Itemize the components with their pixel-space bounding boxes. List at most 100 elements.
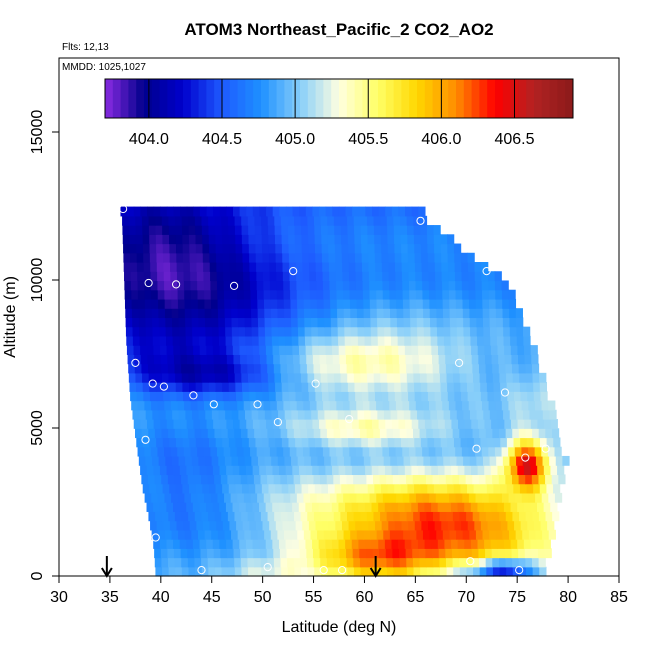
y-tick-label: 5000 [29, 410, 46, 446]
heatmap-cell [415, 289, 424, 300]
heatmap-cell [367, 566, 375, 577]
heatmap-cell [472, 511, 480, 522]
heatmap-cell [322, 391, 330, 402]
heatmap-cell [484, 465, 492, 476]
heatmap-cell [512, 557, 520, 568]
heatmap-cell [227, 215, 236, 226]
heatmap-cell [296, 492, 305, 503]
heatmap-cell [290, 529, 298, 540]
heatmap-cell [252, 502, 260, 512]
heatmap-cell [371, 206, 380, 217]
heatmap-cell [536, 409, 544, 420]
heatmap-cell [284, 529, 292, 540]
heatmap-cell [441, 446, 450, 457]
heatmap-cell [444, 539, 452, 549]
heatmap-cell [365, 465, 373, 476]
heatmap-cell [310, 317, 319, 328]
heatmap-cell [420, 382, 428, 392]
heatmap-cell [290, 492, 298, 503]
heatmap-cell [494, 271, 502, 282]
heatmap-cell [488, 492, 496, 503]
heatmap-cell [412, 548, 420, 559]
heatmap-cell [526, 382, 534, 392]
heatmap-cell [218, 317, 226, 328]
heatmap-cell [450, 409, 458, 420]
heatmap-cell [257, 298, 265, 309]
heatmap-cell [243, 289, 251, 300]
heatmap-cell [510, 419, 519, 429]
heatmap-cell [380, 215, 388, 226]
heatmap-cell [187, 428, 196, 439]
heatmap-cell [543, 502, 551, 512]
heatmap-cell [254, 225, 263, 235]
heatmap-cell [500, 437, 508, 448]
heatmap-cell [524, 345, 532, 355]
heatmap-cell [267, 363, 275, 374]
heatmap-cell [360, 215, 368, 226]
heatmap-cell [218, 455, 226, 466]
heatmap-cell [386, 215, 395, 226]
heatmap-cell [428, 520, 436, 531]
heatmap-cell [526, 483, 534, 494]
heatmap-cell [257, 317, 266, 328]
heatmap-cell [396, 317, 405, 328]
heatmap-cell [367, 437, 376, 448]
heatmap-cell [193, 548, 202, 559]
heatmap-cell [234, 474, 242, 485]
heatmap-cell [412, 428, 421, 439]
heatmap-cell [543, 539, 551, 549]
heatmap-cell [137, 289, 146, 300]
heatmap-cell [224, 298, 232, 309]
heatmap-cell [235, 382, 243, 392]
heatmap-cell [150, 271, 158, 282]
heatmap-cell [359, 557, 368, 568]
heatmap-cell [231, 317, 239, 328]
heatmap-cell [459, 474, 467, 485]
heatmap-cell [299, 345, 307, 355]
heatmap-cell [221, 511, 229, 522]
heatmap-cell [340, 225, 349, 235]
sample-point [230, 281, 239, 290]
heatmap-cell [525, 474, 533, 485]
heatmap-cell [156, 391, 164, 402]
heatmap-cell [378, 419, 386, 429]
heatmap-cell [306, 354, 314, 365]
heatmap-cell [457, 465, 465, 476]
heatmap-cell [345, 539, 353, 549]
heatmap-cell [379, 354, 387, 365]
heatmap-cell [525, 511, 533, 522]
heatmap-cell [273, 548, 281, 559]
heatmap-cell [250, 446, 258, 457]
heatmap-cell [358, 419, 366, 429]
heatmap-cell [333, 428, 341, 439]
heatmap-cell [160, 345, 168, 355]
heatmap-cell [524, 419, 532, 429]
colorbar-segment [183, 79, 192, 118]
colorbar-segment [261, 79, 270, 118]
heatmap-cell [436, 455, 444, 466]
heatmap-cell [444, 465, 452, 476]
heatmap-cell [355, 391, 363, 402]
heatmap-cell [547, 520, 555, 531]
heatmap-cell [193, 345, 201, 355]
colorbar: 404.0 404.5 405.0 405.5 406.0 406.5 [104, 78, 574, 148]
heatmap-cell [260, 548, 268, 559]
heatmap-cell [155, 511, 163, 522]
heatmap-cell [239, 465, 247, 476]
heatmap-cell [314, 566, 322, 577]
heatmap-cell [374, 252, 383, 263]
heatmap-cell [171, 455, 180, 466]
heatmap-cell [292, 465, 300, 476]
heatmap-cell [342, 262, 350, 272]
heatmap-cell [374, 234, 382, 245]
heatmap-cell [220, 354, 228, 365]
heatmap-cell [391, 206, 400, 217]
heatmap-cell [423, 308, 431, 319]
heatmap-cell [380, 511, 388, 522]
heatmap-cell [491, 354, 499, 365]
heatmap-cell [315, 271, 324, 282]
heatmap-cell [376, 400, 384, 411]
sample-point [482, 267, 491, 276]
heatmap-cell [159, 465, 168, 476]
